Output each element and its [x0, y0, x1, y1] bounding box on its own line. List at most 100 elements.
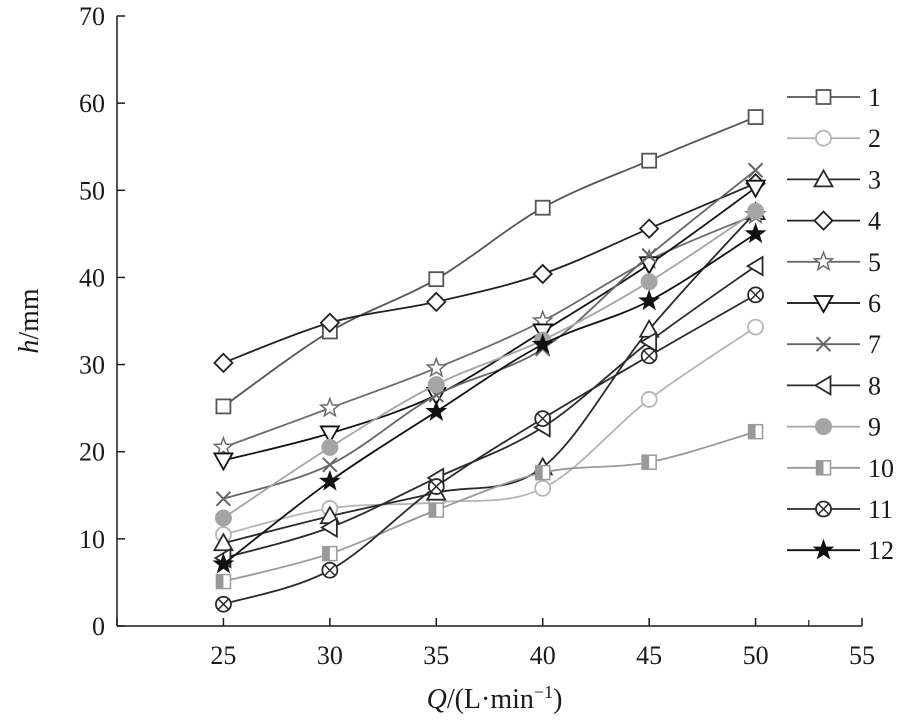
legend-label: 5	[868, 248, 881, 277]
x-tick-label: 35	[423, 641, 449, 670]
data-point	[427, 478, 445, 495]
data-point	[534, 410, 552, 428]
data-point	[212, 532, 234, 552]
data-point	[641, 454, 657, 470]
series-8	[213, 255, 764, 569]
legend-marker	[815, 500, 832, 518]
data-point	[745, 179, 767, 199]
y-tick-label: 50	[79, 176, 105, 205]
data-point	[214, 509, 232, 527]
legend-item-7: 7	[787, 330, 881, 359]
legend-item-3: 3	[787, 165, 881, 194]
x-tick-label: 55	[849, 641, 875, 670]
legend-item-4: 4	[787, 207, 881, 236]
legend-marker	[815, 418, 832, 436]
legend-item-9: 9	[787, 413, 881, 442]
data-point	[318, 396, 341, 418]
legend-item-11: 11	[787, 495, 893, 524]
data-point	[319, 425, 341, 445]
axes: 0 10 20 30 40 50 60 70 25 30 35 40 45 50 55	[79, 2, 875, 670]
series-line-5	[223, 213, 756, 449]
legend-marker	[815, 336, 832, 352]
data-point	[534, 479, 552, 497]
x-tick-label: 25	[210, 641, 236, 670]
x-tick-label: 30	[317, 641, 343, 670]
series-7	[215, 162, 764, 507]
legend-item-1: 1	[787, 83, 881, 112]
legend-marker	[812, 250, 835, 272]
series-line-2	[223, 326, 757, 536]
data-point	[639, 331, 658, 353]
series-line-9	[222, 210, 757, 519]
legend-label: 7	[868, 330, 881, 359]
data-point	[212, 552, 235, 574]
y-tick-label: 60	[79, 89, 105, 118]
data-point	[638, 256, 660, 276]
data-point	[640, 391, 658, 408]
data-point	[215, 573, 232, 590]
x-axis-title: Q/(L·min−1)	[427, 682, 563, 715]
legend-item-12: 12	[787, 536, 894, 565]
series-line-11	[223, 294, 757, 606]
data-point	[747, 162, 764, 178]
data-point	[534, 199, 551, 216]
series-line-1	[222, 116, 756, 408]
legend-marker	[815, 129, 832, 147]
legend-item-6: 6	[787, 289, 881, 318]
legend-item-10: 10	[787, 454, 894, 483]
x-tick-label: 50	[743, 641, 769, 670]
y-tick-label: 0	[92, 612, 105, 641]
data-point	[641, 152, 658, 169]
y-tick-label: 30	[79, 351, 105, 380]
data-point	[322, 457, 338, 473]
data-point	[215, 491, 232, 507]
series-1	[215, 109, 764, 415]
data-point	[532, 263, 553, 285]
legend-label: 3	[868, 165, 881, 194]
data-point	[747, 286, 764, 304]
series-4	[213, 173, 766, 374]
data-point	[321, 438, 339, 456]
legend-item-8: 8	[787, 371, 881, 400]
legend-label: 8	[868, 371, 881, 400]
legend-label: 10	[868, 454, 894, 483]
y-tick-label: 40	[79, 263, 105, 292]
series-12	[212, 222, 767, 574]
data-point	[747, 423, 764, 440]
data-point	[319, 312, 341, 334]
y-tick-label: 70	[79, 2, 105, 31]
series-line-6	[223, 186, 757, 462]
series-line-10	[223, 430, 756, 583]
data-point	[427, 376, 445, 394]
legend-label: 6	[868, 289, 881, 318]
data-point	[744, 222, 767, 244]
legend-label: 4	[868, 207, 881, 236]
legend-label: 11	[868, 495, 893, 524]
legend-marker	[812, 538, 835, 560]
data-point	[318, 469, 341, 491]
legend-label: 12	[868, 536, 894, 565]
data-point	[322, 545, 338, 562]
data-point	[531, 332, 554, 354]
data-point	[641, 247, 657, 264]
data-point	[428, 271, 445, 288]
legend-marker	[813, 210, 834, 231]
plot-area	[212, 109, 767, 613]
data-point	[212, 452, 234, 472]
legend-marker	[813, 374, 832, 396]
y-tick-label: 20	[79, 438, 105, 467]
data-point	[426, 291, 447, 313]
data-point	[215, 595, 232, 613]
series-6	[212, 179, 767, 472]
data-point	[213, 352, 234, 374]
legend-marker	[812, 168, 835, 188]
series-10	[215, 423, 764, 590]
data-point	[747, 202, 765, 220]
data-point	[640, 347, 658, 365]
series-line-4	[223, 182, 756, 364]
legend-item-2: 2	[787, 124, 881, 153]
legend-label: 2	[868, 124, 881, 153]
legend-item-5: 5	[787, 248, 881, 277]
series-line-7	[223, 169, 757, 500]
